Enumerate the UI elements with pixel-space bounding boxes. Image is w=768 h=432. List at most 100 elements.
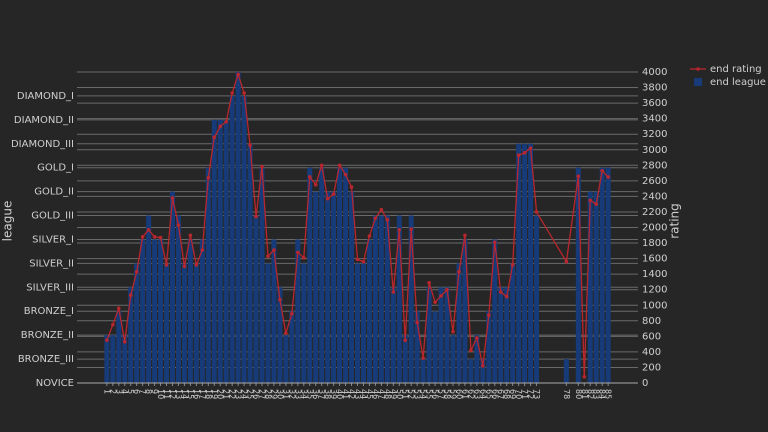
x-tick-label: 60 xyxy=(454,389,463,399)
x-tick-label: 2 xyxy=(108,389,117,394)
x-tick-label: 62 xyxy=(466,389,475,399)
y2-tick-label: 1400 xyxy=(642,269,667,280)
bar xyxy=(235,72,241,383)
bar xyxy=(492,239,498,383)
point xyxy=(534,210,539,214)
y-tick-label: GOLD_II xyxy=(34,187,74,198)
bar xyxy=(253,215,259,383)
x-tick-label: 22 xyxy=(228,389,237,399)
point xyxy=(564,259,569,264)
x-tick-label: 17 xyxy=(198,389,207,399)
x-tick-label: 43 xyxy=(353,389,362,399)
bar xyxy=(528,143,534,383)
point xyxy=(313,182,318,187)
bar xyxy=(169,191,175,383)
point xyxy=(236,72,240,77)
point xyxy=(254,214,258,219)
x-tick-label: 81 xyxy=(580,389,589,399)
bar xyxy=(175,215,181,383)
point xyxy=(296,250,300,255)
bar xyxy=(408,215,414,383)
point xyxy=(606,175,610,179)
y-tick-label: DIAMOND_I xyxy=(17,91,74,102)
bar xyxy=(152,239,158,383)
bar xyxy=(355,263,360,383)
x-tick-label: 59 xyxy=(448,389,457,399)
point xyxy=(355,257,360,262)
y2-tick-label: 2200 xyxy=(642,207,667,218)
bar xyxy=(331,191,337,383)
x-tick-label: 80 xyxy=(574,389,583,399)
point xyxy=(588,198,593,203)
y-tick-label: BRONZE_III xyxy=(18,354,74,365)
point xyxy=(582,374,587,379)
point xyxy=(600,168,604,173)
point xyxy=(319,163,324,168)
y2-tick-label: 1800 xyxy=(642,238,667,249)
bar xyxy=(474,335,480,383)
point xyxy=(206,175,211,180)
y2-tick-label: 3800 xyxy=(642,83,667,94)
point xyxy=(224,119,229,124)
y2-tick-label: 1200 xyxy=(642,285,667,296)
bar xyxy=(223,119,229,383)
x-tick-label: 13 xyxy=(174,389,183,399)
x-tick-label: 5 xyxy=(126,389,135,394)
point xyxy=(200,248,205,252)
x-tick-label: 14 xyxy=(180,389,189,399)
bar xyxy=(498,287,504,383)
point xyxy=(170,196,175,200)
bar xyxy=(325,191,331,383)
point xyxy=(140,235,145,239)
bar xyxy=(116,311,122,383)
y-tick-label: SILVER_III xyxy=(26,282,74,293)
x-tick-label: 70 xyxy=(514,389,523,399)
x-tick-label: 53 xyxy=(413,389,422,399)
bar xyxy=(414,311,420,383)
x-tick-label: 47 xyxy=(377,389,386,399)
bar xyxy=(563,359,569,383)
y2-tick-label: 0 xyxy=(642,378,648,389)
bar xyxy=(372,215,378,383)
point xyxy=(409,227,414,231)
bar xyxy=(462,239,468,383)
bar xyxy=(122,335,128,383)
y2-tick-label: 3600 xyxy=(642,98,667,109)
bar xyxy=(599,167,605,383)
bar xyxy=(313,191,319,383)
bar xyxy=(426,287,432,383)
y2-tick-label: 600 xyxy=(642,331,661,342)
x-tick-label: 55 xyxy=(425,389,434,399)
y-tick-label: BRONZE_I xyxy=(24,306,74,317)
x-tick-label: 23 xyxy=(234,389,243,399)
bar xyxy=(522,143,528,383)
legend-label: end league xyxy=(710,77,766,88)
point xyxy=(152,235,157,239)
y2-tick-label: 400 xyxy=(642,347,661,358)
x-tick-label: 48 xyxy=(383,389,392,399)
bar xyxy=(420,359,426,383)
point xyxy=(105,338,109,343)
point xyxy=(451,329,455,334)
x-tick-label: 1 xyxy=(102,389,111,394)
x-tick-label: 83 xyxy=(592,389,601,399)
point xyxy=(361,259,366,264)
x-tick-label: 82 xyxy=(586,389,595,399)
x-tick-label: 36 xyxy=(311,389,320,399)
x-tick-label: 33 xyxy=(293,389,302,399)
bar xyxy=(349,191,355,383)
y2-tick-label: 200 xyxy=(642,362,661,373)
bar xyxy=(247,143,253,383)
x-tick-label: 50 xyxy=(395,389,404,399)
point xyxy=(307,175,312,179)
y2-tick-label: 1600 xyxy=(642,254,667,265)
x-tick-label: 16 xyxy=(192,389,201,399)
bar xyxy=(402,335,408,383)
bar xyxy=(432,311,438,383)
bar xyxy=(444,287,450,383)
bar xyxy=(158,239,164,383)
bar xyxy=(193,263,199,383)
x-tick-label: 49 xyxy=(389,389,398,399)
point xyxy=(218,124,223,129)
bar xyxy=(301,263,307,383)
